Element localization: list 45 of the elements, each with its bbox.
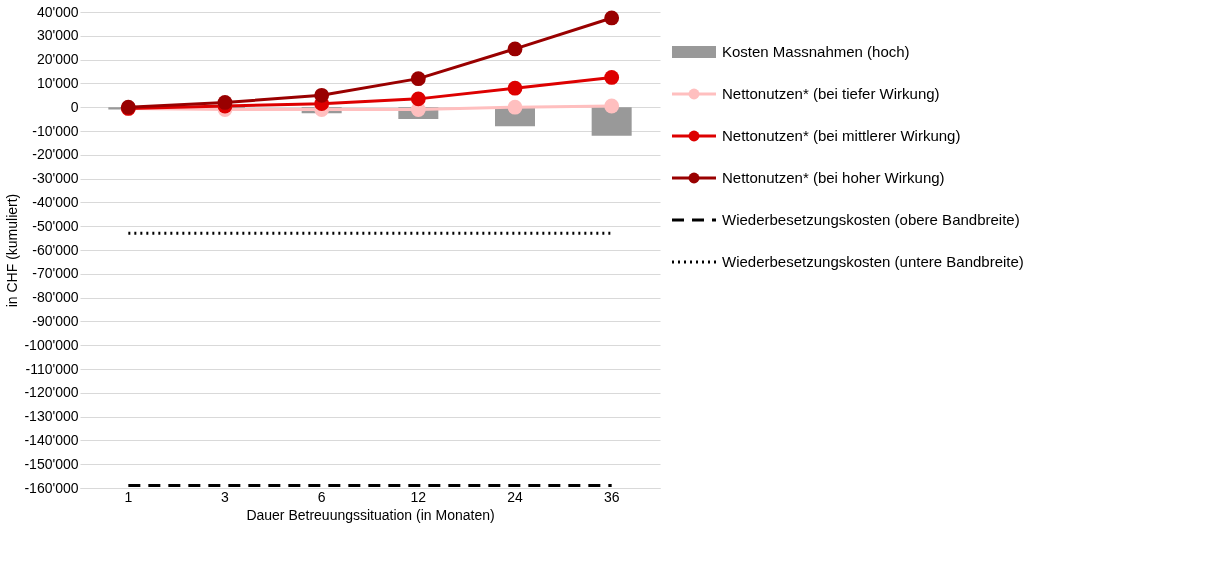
y-tick-label: -150'000 xyxy=(24,455,79,472)
point xyxy=(507,41,523,57)
x-tick-label: 36 xyxy=(603,488,620,505)
y-tick-label: -70'000 xyxy=(32,265,79,282)
y-tick-label: -20'000 xyxy=(32,146,79,163)
point xyxy=(604,70,620,85)
x-tick-label: 3 xyxy=(221,488,230,505)
point xyxy=(507,80,523,96)
point xyxy=(410,71,426,87)
y-tick-label: -100'000 xyxy=(24,336,79,353)
point xyxy=(410,91,426,107)
legend-label: Wiederbesetzungskosten (obere Bandbreite) xyxy=(722,211,1020,228)
y-axis-title: in CHF (kumuliert) xyxy=(4,193,21,308)
y-tick-label: 20'000 xyxy=(36,51,79,68)
point xyxy=(314,87,330,103)
legend-label: Kosten Massnahmen (hoch) xyxy=(722,43,910,60)
y-tick-label: -60'000 xyxy=(32,241,79,258)
y-tick-label: -160'000 xyxy=(24,479,79,496)
y-tick-label: -140'000 xyxy=(24,431,79,448)
y-tick-label: -10'000 xyxy=(32,122,79,139)
legend-label: Nettonutzen* (bei tiefer Wirkung) xyxy=(722,85,940,102)
y-tick-label: 40'000 xyxy=(36,3,79,20)
point xyxy=(604,10,620,26)
y-tick-label: -30'000 xyxy=(32,170,79,187)
legend-label: Nettonutzen* (bei hoher Wirkung) xyxy=(722,169,945,186)
y-tick-label: -130'000 xyxy=(24,408,79,425)
y-tick-label: -90'000 xyxy=(32,312,79,329)
x-axis-title: Dauer Betreuungssituation (in Monaten) xyxy=(246,506,495,523)
y-tick-label: -80'000 xyxy=(32,289,79,306)
y-tick-label: 30'000 xyxy=(36,27,79,44)
legend-label: Wiederbesetzungskosten (untere Bandbreite) xyxy=(722,253,1024,270)
x-tick-label: 1 xyxy=(124,488,133,505)
y-tick-label: -50'000 xyxy=(32,217,79,234)
point xyxy=(217,95,233,110)
y-tick-label: -120'000 xyxy=(24,384,79,401)
legend-label: Nettonutzen* (bei mittlerer Wirkung) xyxy=(722,127,961,144)
x-tick-label: 12 xyxy=(410,488,427,505)
y-tick-label: -40'000 xyxy=(32,193,79,210)
point xyxy=(604,98,620,114)
y-tick-label: 0 xyxy=(70,98,79,115)
y-tick-label: -110'000 xyxy=(25,360,79,377)
x-tick-label: 24 xyxy=(507,488,523,505)
x-tick-label: 6 xyxy=(317,488,326,505)
y-tick-label: 10'000 xyxy=(36,74,79,91)
point xyxy=(507,99,523,115)
